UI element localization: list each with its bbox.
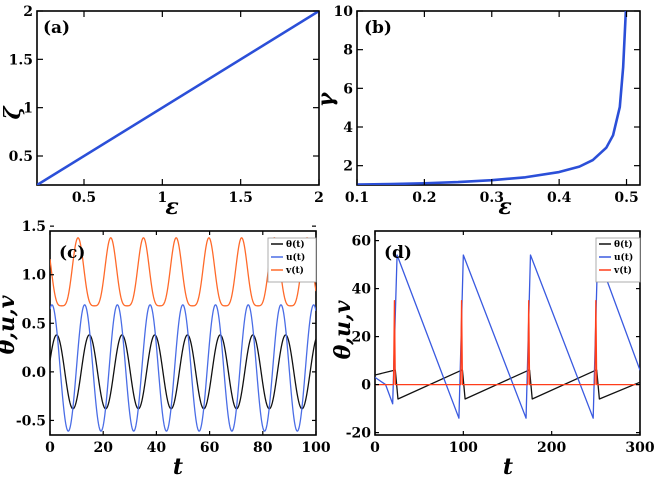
y-tick-label: 1.0 <box>22 268 47 284</box>
panel-a: 0.5 1 1.5 2 0.5 1 1.5 2 (a) ζ ε <box>0 4 324 220</box>
x-tick-label: 100 <box>449 440 478 456</box>
x-tick-label: 300 <box>625 440 654 456</box>
y-tick-label: 0.5 <box>22 316 46 332</box>
x-tick-label: 0.1 <box>345 190 369 206</box>
y-tick-label: 6 <box>343 81 353 97</box>
x-tick-label: 0 <box>370 440 380 456</box>
x-tick-label: 200 <box>537 440 566 456</box>
panel-c-x-axis-label: t <box>173 454 183 480</box>
panel-b-curve <box>357 11 628 185</box>
x-tick-label: 1 <box>157 190 167 206</box>
legend-entry-label: u(t) <box>286 252 305 263</box>
y-tick-label: 1 <box>23 101 33 117</box>
panel-d-label: (d) <box>384 243 412 263</box>
panel-d-frame <box>374 230 641 436</box>
y-tick-label: 0 <box>361 378 371 394</box>
legend-entry-label: θ(t) <box>286 239 305 250</box>
panel-d-x-ticks: 0 100 200 300 <box>370 231 654 456</box>
x-tick-label: 20 <box>93 440 113 456</box>
panel-c-y-ticks: -0.5 0.0 0.5 1.0 1.5 <box>16 219 316 429</box>
panel-a-label: (a) <box>43 18 70 38</box>
y-tick-label: 0.0 <box>22 365 47 381</box>
panel-b-label: (b) <box>364 18 392 38</box>
panel-b-y-ticks: 2 4 6 8 10 <box>334 4 640 175</box>
x-tick-label: 100 <box>301 440 330 456</box>
panel-a-curve <box>37 11 319 185</box>
x-tick-label: 0.3 <box>480 190 504 206</box>
x-tick-label: 0.5 <box>614 190 638 206</box>
x-tick-label: 40 <box>147 440 167 456</box>
x-tick-label: 0 <box>45 440 55 456</box>
legend-entry-label: v(t) <box>285 265 304 276</box>
x-tick-label: 1.5 <box>228 190 252 206</box>
panel-a-x-ticks: 0.5 1 1.5 2 <box>72 11 324 206</box>
y-tick-label: 40 <box>352 282 372 298</box>
x-tick-label: 0.2 <box>412 190 436 206</box>
panel-b-y-axis-label: γ <box>313 91 339 107</box>
y-tick-label: 8 <box>343 43 353 59</box>
panel-d-x-axis-label: t <box>503 454 513 480</box>
legend-entry-label: u(t) <box>614 252 633 263</box>
panel-c-frame <box>49 230 317 436</box>
y-tick-label: -0.5 <box>16 413 46 429</box>
panel-a-y-ticks: 0.5 1 1.5 2 <box>9 4 319 165</box>
panel-d-legend: θ(t) u(t) v(t) <box>595 237 641 283</box>
x-tick-label: 80 <box>253 440 273 456</box>
panel-a-y-axis-label: ζ <box>0 106 26 120</box>
panel-a-frame <box>36 10 320 186</box>
panel-c-y-axis-label: θ,u,v <box>0 295 20 354</box>
panel-c-label: (c) <box>59 243 85 263</box>
y-tick-label: 0.5 <box>9 149 33 165</box>
panel-b-x-ticks: 0.1 0.2 0.3 0.4 0.5 <box>345 11 639 206</box>
x-tick-label: 0.5 <box>72 190 96 206</box>
y-tick-label: 1.5 <box>22 219 46 235</box>
x-tick-label: 0.4 <box>547 190 572 206</box>
legend-entry-label: θ(t) <box>614 239 633 250</box>
y-tick-label: 2 <box>23 4 33 20</box>
series-v-line <box>375 299 640 386</box>
y-tick-label: 2 <box>343 159 353 175</box>
panel-c-x-ticks: 0 20 40 60 80 100 <box>45 231 331 456</box>
panel-b: 0.1 0.2 0.3 0.4 0.5 2 4 6 8 10 (b) γ ε <box>313 4 641 220</box>
series-u-line <box>50 304 316 432</box>
series-theta-line <box>50 334 316 410</box>
panel-b-lines <box>357 11 628 185</box>
panel-d-y-ticks: -20 0 20 40 60 <box>346 234 640 442</box>
legend-box <box>267 237 317 283</box>
panel-d-lines <box>375 254 640 419</box>
panel-c-legend: θ(t) u(t) v(t) <box>267 237 317 283</box>
y-tick-label: 1.5 <box>9 52 33 68</box>
panel-b-frame <box>356 10 641 186</box>
y-tick-label: -20 <box>346 426 372 442</box>
y-tick-label: 20 <box>352 330 372 346</box>
panel-b-x-axis-label: ε <box>498 194 511 220</box>
x-tick-label: 2 <box>314 190 324 206</box>
legend-box <box>595 237 641 283</box>
y-tick-label: 10 <box>334 4 354 20</box>
panel-d-y-axis-label: θ,u,v <box>330 300 356 359</box>
panel-c: 0 20 40 60 80 100 -0.5 0.0 0.5 1.0 1.5 θ(t) u(t) v(… <box>0 219 331 480</box>
panel-a-lines <box>37 11 319 185</box>
legend-entry-label: v(t) <box>613 265 632 276</box>
x-tick-label: 60 <box>200 440 220 456</box>
y-tick-label: 4 <box>343 120 353 136</box>
panel-a-x-axis-label: ε <box>165 194 178 220</box>
y-tick-label: 60 <box>352 234 372 250</box>
